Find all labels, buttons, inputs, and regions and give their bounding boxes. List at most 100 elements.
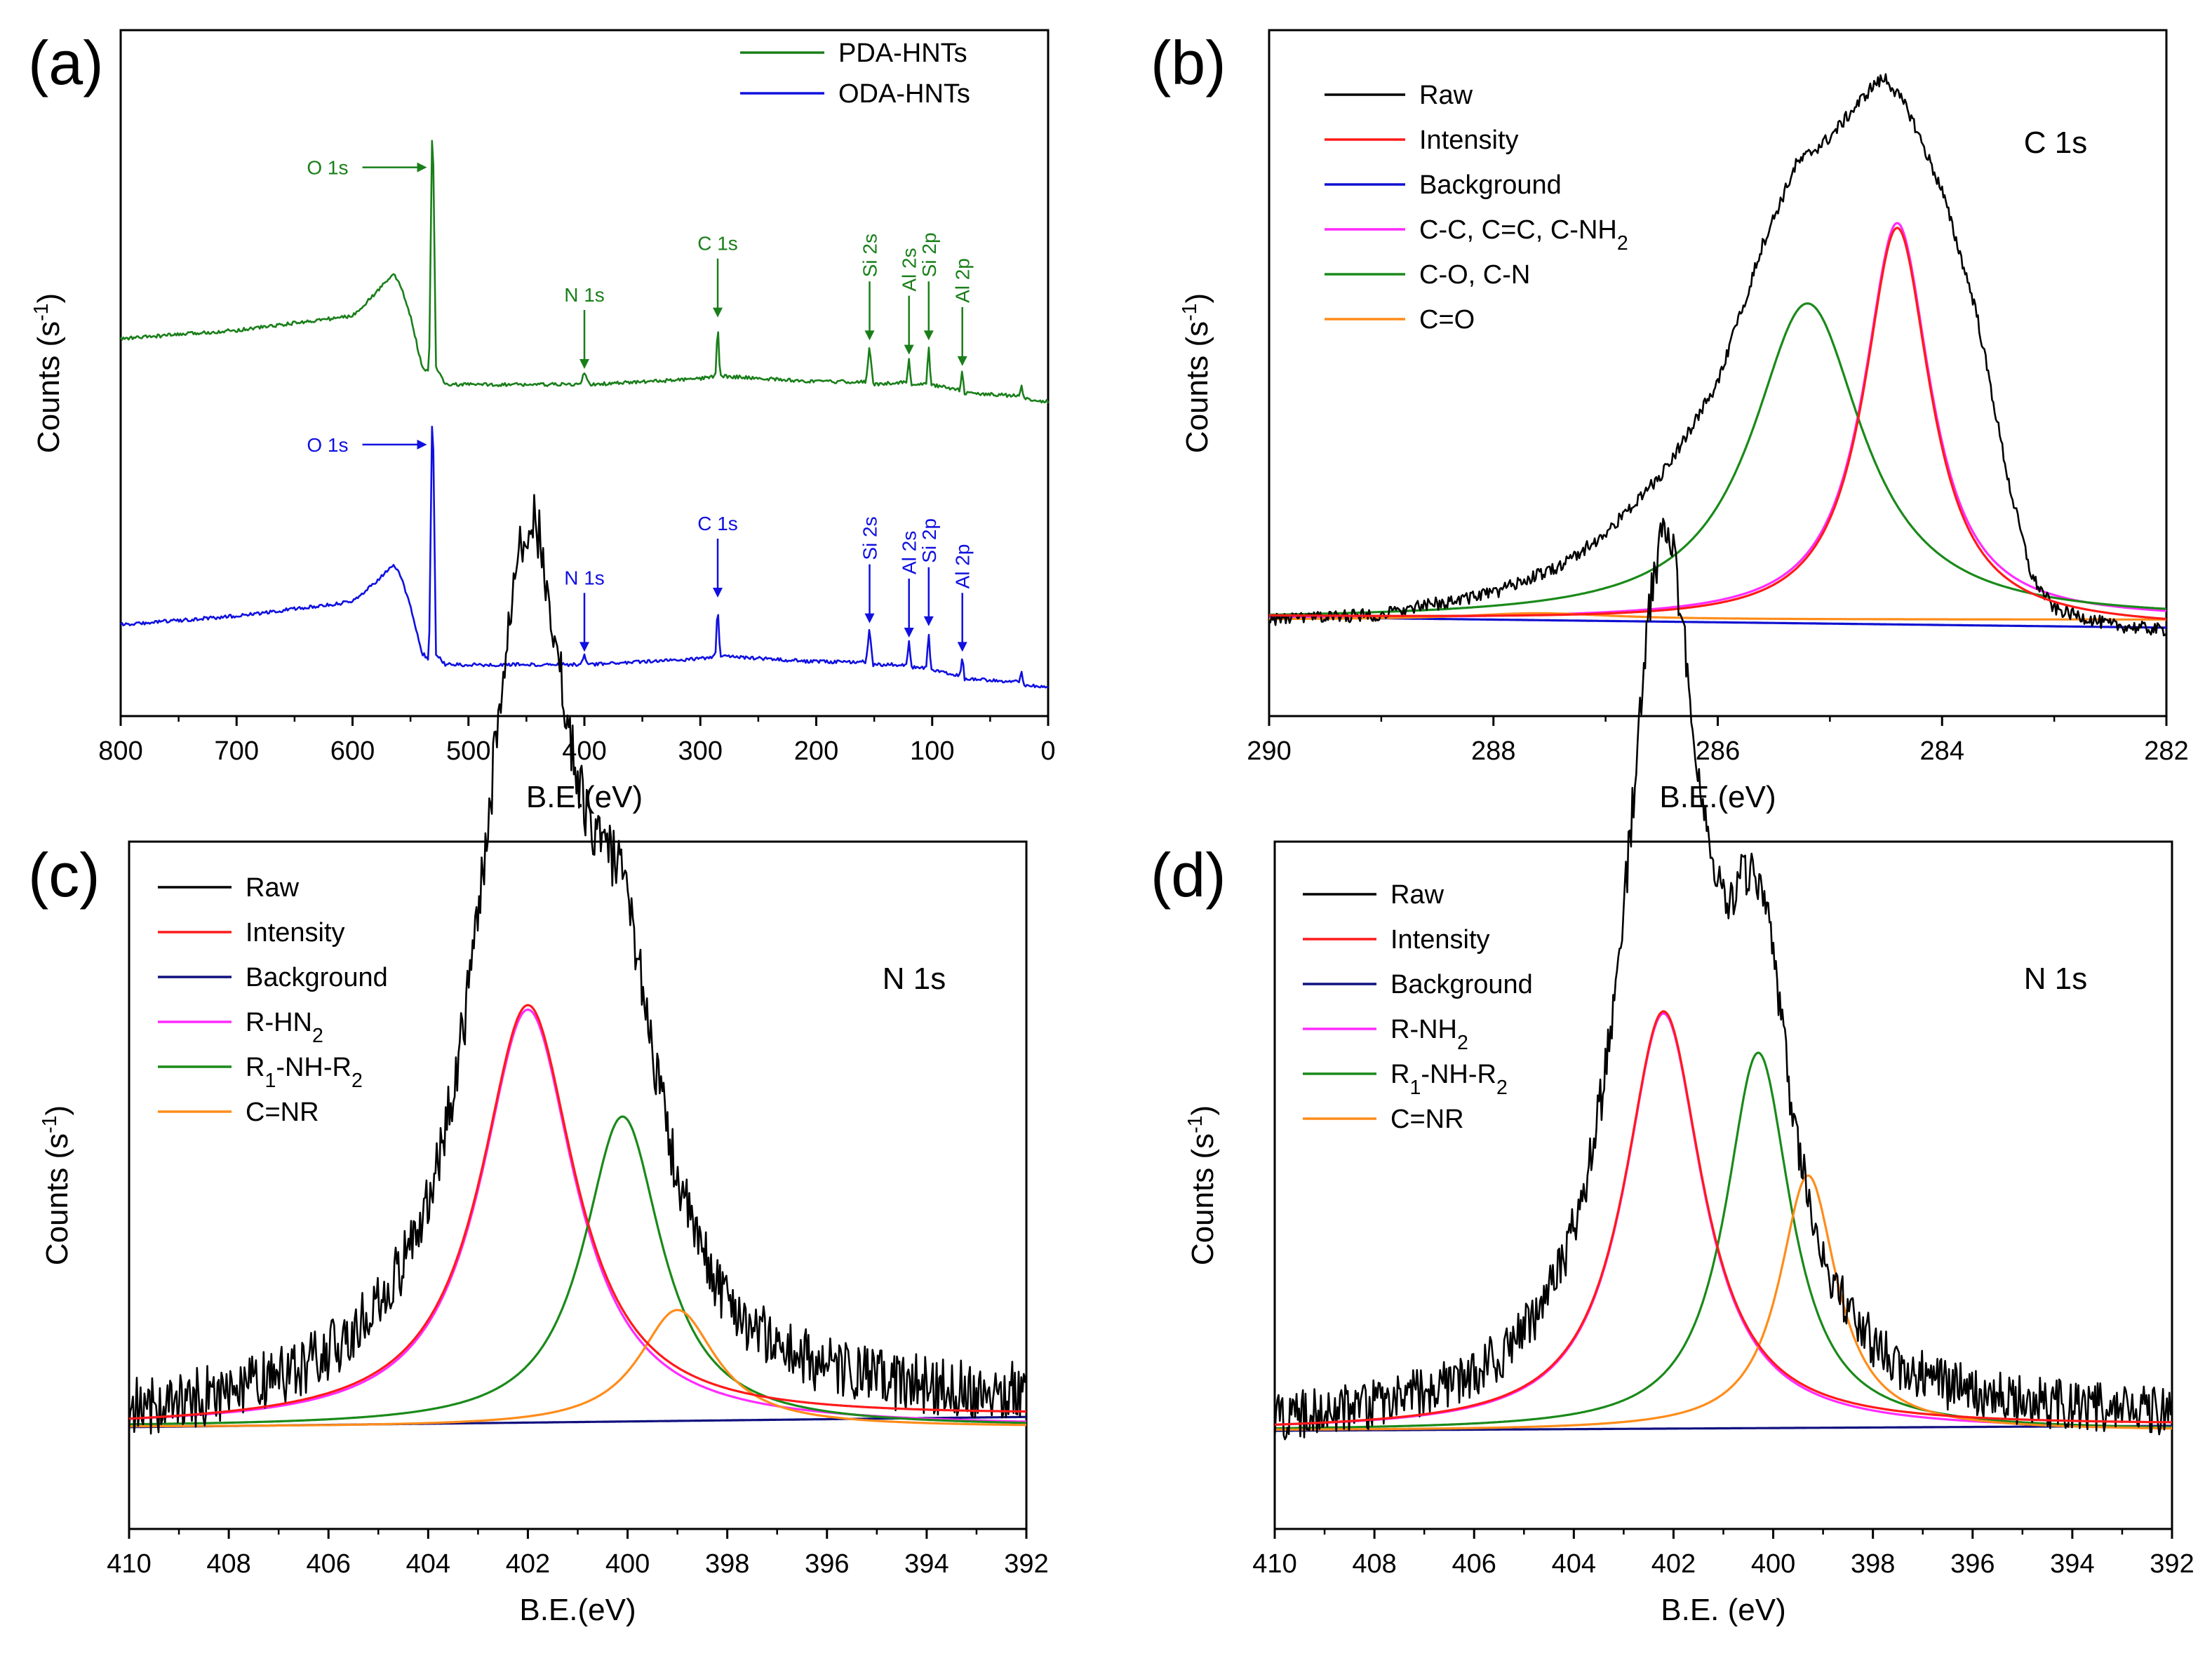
series-line-c-nr (129, 1309, 1026, 1428)
series-line-oda-hnts (120, 425, 1049, 689)
annotation-arrowhead (957, 356, 967, 366)
x-tick-label: 0 (1040, 736, 1055, 766)
x-tick-label: 100 (910, 736, 954, 766)
series-line-raw (1273, 518, 2173, 1441)
annotation-arrowhead (417, 162, 427, 173)
x-tick-label: 406 (307, 1549, 351, 1579)
annotation-arrowhead (579, 359, 589, 369)
x-tick-label: 400 (605, 1549, 650, 1579)
annotation-label: Si 2p (918, 232, 940, 277)
x-axis-label: B.E.(eV) (1659, 780, 1776, 814)
x-tick-label: 410 (107, 1549, 151, 1579)
series-line-r1-nh-r2 (129, 1115, 1026, 1426)
x-tick-label: 700 (215, 736, 259, 766)
spectrum-title: C 1s (2024, 126, 2087, 160)
annotation-arrowhead (864, 613, 875, 624)
panel-a: (a)800 700 600 500 400 300 200 100 0B.E.(eV)Coun… (28, 28, 1056, 814)
annotation-arrowhead (713, 588, 723, 598)
x-tick-label: 408 (1352, 1549, 1396, 1579)
x-tick-label: 290 (1247, 736, 1291, 766)
legend-label: R-HN2 (246, 1008, 323, 1047)
x-tick-label: 398 (705, 1549, 749, 1579)
legend-label: ODA-HNTs (838, 79, 970, 109)
legend-label: Background (1419, 170, 1562, 200)
legend-label: Raw (1419, 81, 1473, 110)
x-tick-label: 404 (406, 1549, 450, 1579)
x-tick-label: 394 (2050, 1549, 2094, 1579)
x-tick-label: 600 (330, 736, 375, 766)
x-tick-label: 288 (1471, 736, 1515, 766)
x-tick-label: 398 (1851, 1549, 1895, 1579)
series-line-c-o-c-n (1269, 302, 2167, 616)
annotation-label: O 1s (307, 157, 348, 179)
annotation-label: Si 2s (859, 234, 881, 277)
x-tick-label: 400 (1751, 1549, 1795, 1579)
panel-b: (b) 290 288 286 284 282 B.E.(eV) Counts (s-1) C … (1151, 28, 2189, 814)
annotation-label: Si 2s (859, 516, 881, 560)
series-line-intensity (128, 1004, 1026, 1420)
spectrum-title: N 1s (883, 962, 946, 996)
legend-label: C=NR (1390, 1105, 1464, 1134)
panel-letter: (b) (1151, 28, 1226, 97)
panel-letter: (a) (28, 28, 104, 97)
y-axis-label: Counts (s-1) (1179, 293, 1214, 453)
annotation-arrowhead (864, 330, 875, 341)
legend-label: C-O, C-N (1419, 260, 1530, 290)
legend-label: R1-NH-R2 (246, 1053, 363, 1092)
series-line-background (1268, 616, 2166, 629)
annotation-label: C 1s (697, 233, 738, 255)
annotation-label: Al 2p (952, 258, 974, 303)
annotation-arrowhead (417, 439, 427, 450)
legend-label: Intensity (246, 918, 345, 948)
annotation-label: Al 2p (952, 544, 974, 589)
x-tick-label: 394 (904, 1549, 949, 1579)
annotation-arrowhead (957, 642, 967, 652)
x-tick-label: 396 (1950, 1549, 1995, 1579)
annotation-label: O 1s (307, 434, 348, 456)
y-axis-label: Counts (s-1) (30, 293, 66, 453)
series-line-pda-hnts (119, 140, 1050, 404)
x-tick-label: 286 (1696, 736, 1740, 766)
x-tick-label: 392 (2150, 1549, 2194, 1579)
annotation-label: N 1s (564, 567, 605, 588)
x-tick-label: 408 (206, 1549, 250, 1579)
annotation-label: Al 2s (899, 531, 920, 574)
spectrum-title: N 1s (2024, 962, 2087, 996)
x-tick-label: 406 (1452, 1549, 1496, 1579)
panel-letter: (c) (28, 840, 100, 910)
series-line-background (1275, 1424, 2172, 1432)
legend-label: Background (1390, 970, 1533, 999)
series-line-c-nr (1275, 1174, 2172, 1431)
panel-c: (c) 410 408 406 404 402 400 398 396 394 392 B.E.(eV… (28, 494, 1049, 1627)
annotation-arrowhead (923, 330, 934, 341)
annotation-arrowhead (713, 307, 723, 318)
series-line-intensity (1269, 227, 2167, 621)
annotation-arrowhead (904, 628, 914, 638)
y-axis-label: Counts (s-1) (1184, 1105, 1220, 1265)
legend-label: Background (246, 963, 388, 992)
y-axis-label: Counts (s-1) (39, 1105, 74, 1265)
panel-letter: (d) (1151, 840, 1226, 910)
x-axis-label: B.E. (eV) (1661, 1593, 1786, 1627)
x-tick-label: 392 (1004, 1549, 1048, 1579)
x-tick-label: 410 (1252, 1549, 1296, 1579)
annotation-arrowhead (923, 616, 934, 626)
x-tick-label: 300 (678, 736, 723, 766)
legend-label: PDA-HNTs (838, 39, 967, 68)
x-tick-label: 400 (562, 736, 606, 766)
x-tick-label: 404 (1552, 1549, 1596, 1579)
legend-label: Raw (246, 873, 300, 903)
panel-d: (d) 410 408 406 404 402 400 398 396 394 392 B.E. (e… (1151, 518, 2194, 1627)
legend-label: R1-NH-R2 (1390, 1060, 1508, 1099)
annotation-label: Al 2s (899, 248, 920, 291)
annotation-arrowhead (904, 344, 914, 355)
x-tick-label: 282 (2144, 736, 2188, 766)
legend-label: Intensity (1390, 925, 1490, 955)
x-tick-label: 800 (98, 736, 142, 766)
x-axis-label: B.E.(eV) (519, 1593, 636, 1627)
series-line-raw (1268, 73, 2168, 637)
x-tick-label: 500 (446, 736, 490, 766)
series-line-c-o (1268, 612, 2166, 621)
series-line-intensity (1274, 1010, 2172, 1426)
